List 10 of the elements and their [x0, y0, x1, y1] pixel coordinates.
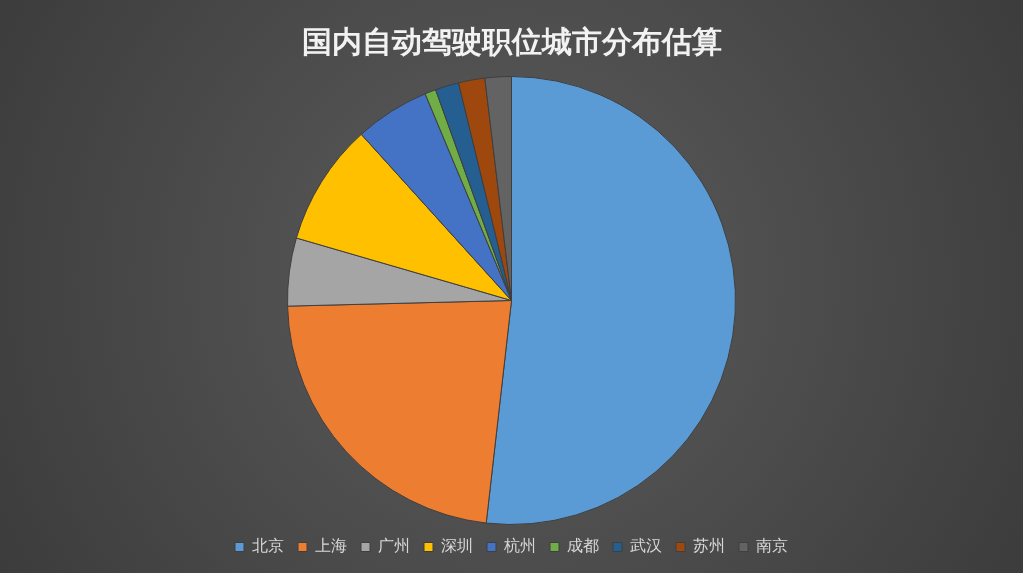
legend-label: 南京	[756, 536, 788, 556]
legend-label: 深圳	[441, 536, 473, 556]
legend-label: 上海	[315, 536, 347, 556]
chart-title: 国内自动驾驶职位城市分布估算	[301, 23, 722, 59]
legend-label: 武汉	[630, 536, 662, 556]
legend-label: 北京	[252, 536, 284, 556]
legend-label: 广州	[378, 536, 410, 556]
legend-label: 苏州	[693, 536, 725, 556]
legend-label: 成都	[567, 536, 599, 556]
legend-label: 杭州	[503, 536, 536, 556]
